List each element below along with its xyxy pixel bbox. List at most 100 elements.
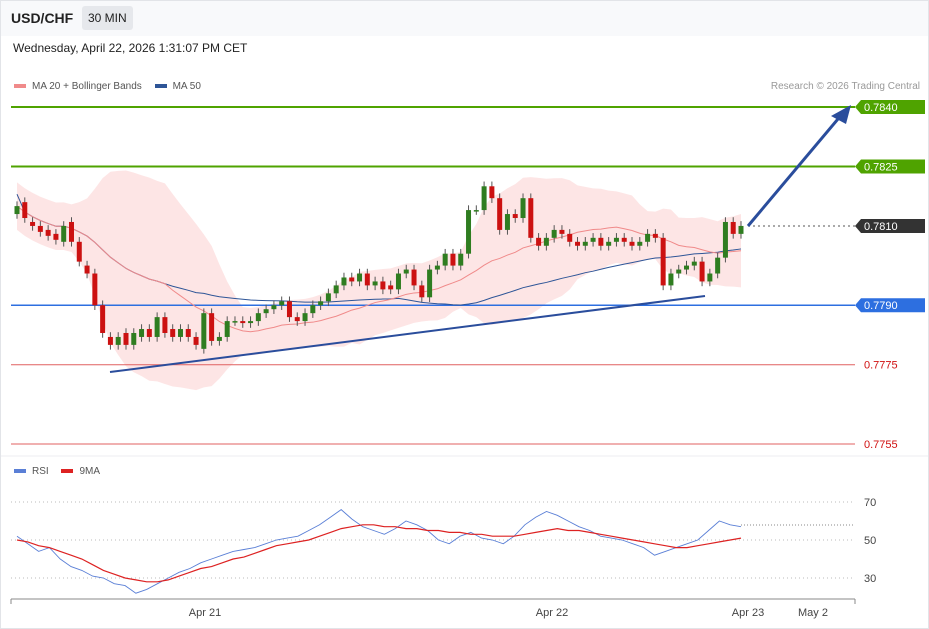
legend-ma20: MA 20 + Bollinger Bands (14, 81, 142, 92)
candle-body (294, 317, 300, 322)
candle-body (185, 329, 191, 337)
candle-body (177, 329, 183, 337)
candle-body (61, 225, 67, 242)
candle-body (53, 233, 59, 240)
candle-body (652, 233, 658, 238)
candle-body (450, 253, 456, 266)
candle-body (489, 186, 495, 199)
x-tick-label: Apr 22 (536, 607, 568, 619)
candle-body (240, 321, 246, 324)
candle-body (528, 198, 534, 238)
candle-body (271, 305, 277, 310)
candle-body (504, 214, 510, 230)
candle-body (263, 309, 269, 314)
candle-body (442, 253, 448, 266)
candle-body (107, 336, 113, 345)
candle-body (92, 273, 98, 306)
level-tag-0.7790 (855, 298, 925, 313)
level-tag-0.7840 (855, 100, 925, 114)
candle-body (660, 237, 666, 286)
candle-body (707, 273, 713, 282)
level-label-0.7775: 0.7775 (864, 360, 898, 372)
legend-label-ma50: MA 50 (172, 81, 201, 92)
legend-swatch-9ma (61, 469, 74, 474)
symbol-label: USD/CHF (11, 10, 74, 26)
chart-header: USD/CHF 30 MIN (0, 0, 929, 36)
candle-body (621, 237, 627, 242)
candle-body (722, 221, 728, 258)
x-tick-label: Apr 23 (732, 607, 764, 619)
candle-body (84, 265, 90, 274)
candle-body (154, 317, 160, 337)
candle-body (427, 269, 433, 298)
level-label-0.7825: 0.7825 (864, 161, 898, 173)
candle-body (349, 277, 355, 282)
candle-body (738, 225, 744, 234)
candle-body (419, 285, 425, 298)
candle-body (255, 313, 261, 322)
rsi-tick-label-30: 30 (864, 573, 876, 585)
candle-body (691, 261, 697, 266)
candle-body (131, 332, 137, 345)
candle-body (512, 214, 518, 219)
candle-body (645, 233, 651, 242)
level-tag-0.7810 (855, 218, 925, 233)
x-tick-label: May 2 (798, 607, 828, 619)
candle-body (395, 273, 401, 290)
candle-body (411, 269, 417, 286)
x-tick-label: Apr 21 (189, 607, 221, 619)
candle-body (248, 321, 254, 324)
candle-body (22, 202, 28, 219)
legend-ma50: MA 50 (154, 81, 201, 92)
candle-body (286, 301, 292, 318)
level-label-0.7755: 0.7755 (864, 439, 898, 451)
rsi-tick-label-70: 70 (864, 497, 876, 509)
candle-body (139, 329, 145, 337)
candle-body (170, 329, 176, 337)
candle-body (481, 186, 487, 211)
candle-body (466, 210, 472, 254)
level-label-0.7810: 0.7810 (864, 221, 898, 233)
level-label-0.7840: 0.7840 (864, 102, 898, 114)
legend-swatch-ma20 (14, 84, 26, 89)
candle-body (575, 241, 581, 246)
candle-body (606, 241, 612, 246)
candle-body (45, 229, 51, 236)
candle-body (473, 210, 479, 212)
candle-body (637, 241, 643, 246)
ma20-line (16, 205, 742, 333)
legend-swatch-rsi (14, 469, 26, 474)
candle-body (279, 301, 285, 306)
candle-body (216, 336, 222, 341)
bollinger-band (17, 170, 741, 391)
legend-label-rsi: RSI (32, 466, 49, 477)
timeframe-button[interactable]: 30 MIN (82, 6, 133, 30)
candle-body (146, 329, 152, 337)
candle-body (536, 237, 542, 246)
candle-body (232, 321, 238, 323)
projection-arrow-head (831, 105, 851, 124)
rsi-series-9MA (16, 524, 742, 583)
candle-body (497, 198, 503, 230)
candle-body (699, 261, 705, 282)
legend-rsi: RSI (14, 466, 49, 477)
candle-body (582, 241, 588, 246)
candle-body (629, 241, 635, 246)
trendline-support (109, 295, 706, 373)
candle-body (310, 305, 316, 314)
candle-body (559, 229, 565, 234)
candle-body (567, 233, 573, 242)
level-tag-0.7825 (855, 159, 925, 174)
legend-label-9ma: 9MA (79, 466, 101, 477)
level-label-0.7790: 0.7790 (864, 300, 898, 312)
rsi-series-RSI (16, 509, 742, 594)
candle-body (37, 225, 43, 232)
candle-body (162, 317, 168, 333)
candle-body (357, 273, 363, 282)
candle-body (76, 241, 82, 262)
rsi-tick-label-50: 50 (864, 535, 876, 547)
candle-body (224, 321, 230, 337)
candle-body (68, 221, 74, 242)
candle-body (193, 336, 199, 345)
